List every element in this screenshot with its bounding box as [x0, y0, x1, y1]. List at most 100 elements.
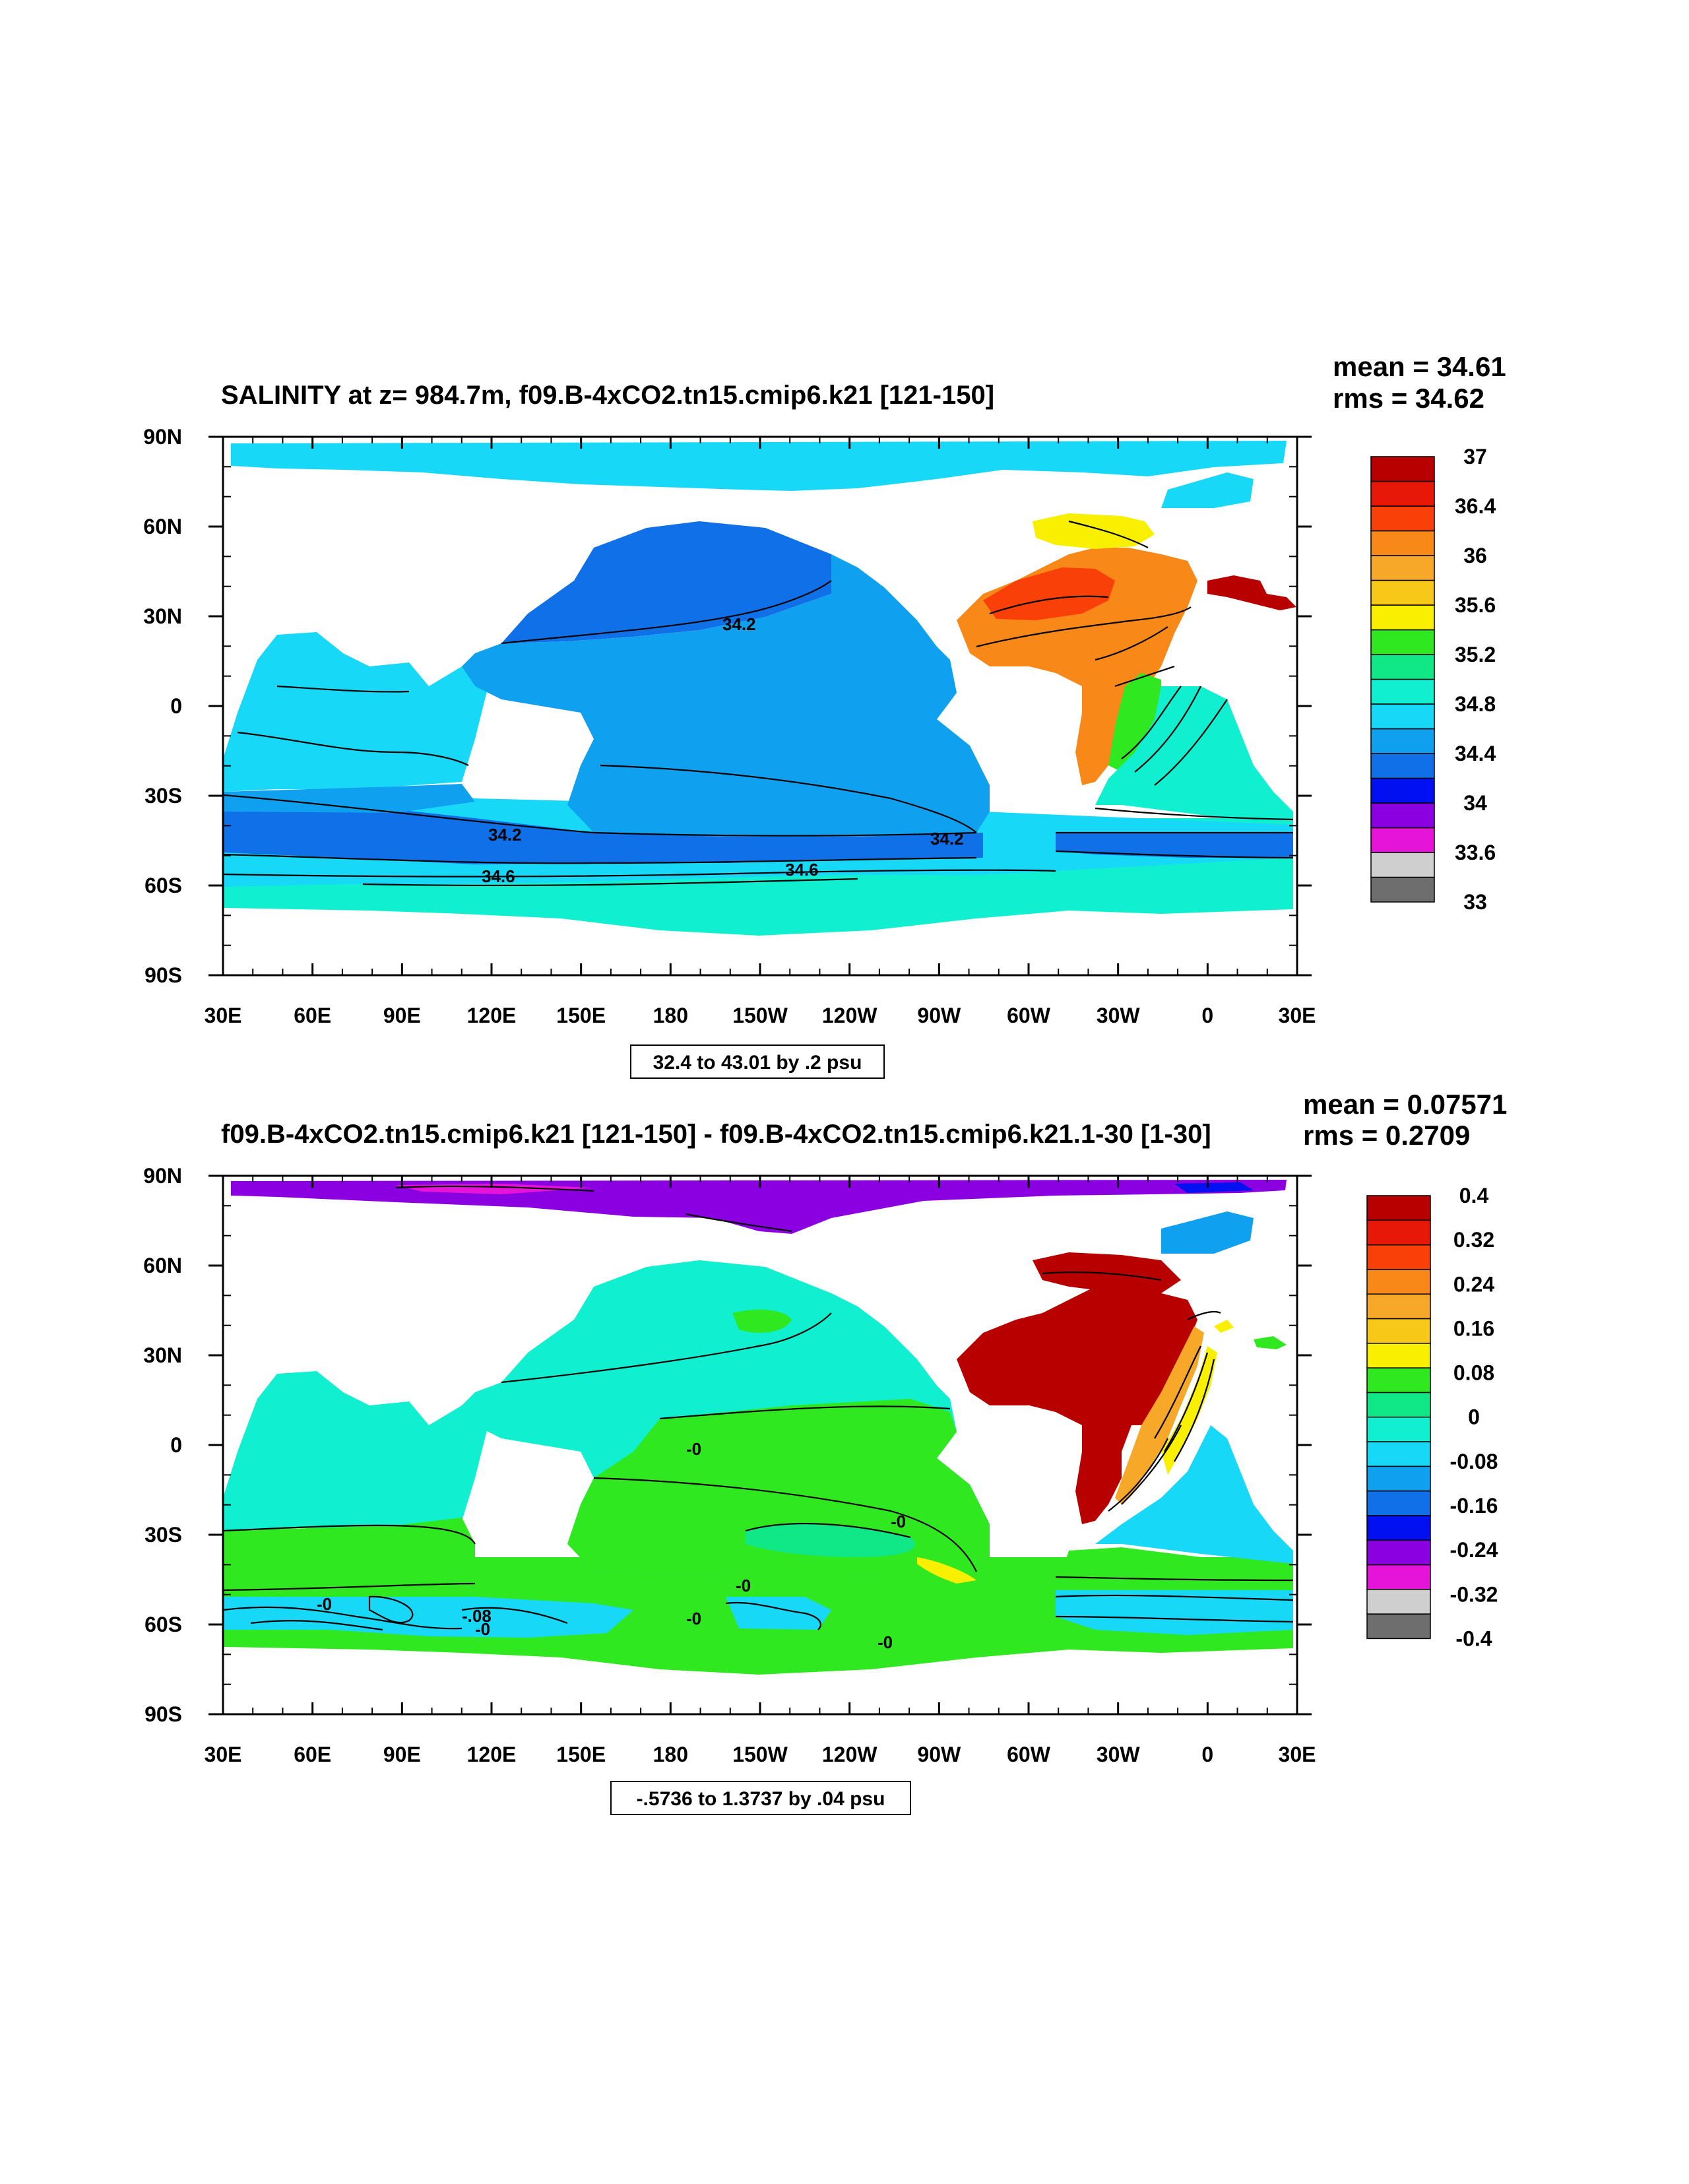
arctic-blue [1174, 1182, 1254, 1193]
colorbar-swatch [1370, 505, 1435, 532]
labrador-yellow [1033, 513, 1155, 549]
panel-salinity: SALINITY at z= 984.7m, f09.B-4xCO2.tn15.… [143, 351, 1506, 1079]
contour-label: -0 [736, 1576, 751, 1595]
indian-ocean [223, 1371, 488, 1531]
colorbar-label: 33.6 [1455, 841, 1496, 864]
colorbar-label: 0.08 [1453, 1361, 1494, 1385]
y-tick-label: 60N [143, 515, 182, 538]
colorbar-swatch [1370, 579, 1435, 606]
y-tick-label: 60S [144, 874, 182, 897]
contour-label: 34.6 [482, 866, 515, 886]
colorbar-label: 34 [1463, 791, 1487, 815]
x-tick-label: 60E [294, 1004, 331, 1027]
colorbar-label: 34.4 [1455, 742, 1496, 765]
y-tick-label: 90N [143, 425, 182, 449]
colorbar-label: 36.4 [1455, 494, 1496, 518]
stat-rms: rms = 0.2709 [1303, 1120, 1470, 1151]
colorbar-swatch [1370, 530, 1435, 556]
x-tick-label: 180 [653, 1743, 688, 1766]
range-box [610, 1781, 911, 1815]
contours [222, 520, 1294, 887]
med-green [1254, 1336, 1287, 1349]
colorbar-swatch [1366, 1343, 1431, 1368]
colorbar-label: 35.6 [1455, 593, 1496, 617]
x-tick-label: 0 [1201, 1004, 1213, 1027]
colorbar: 33 33.6 34 34.4 34.8 35.2 35.6 36 36.4 37 [1370, 445, 1496, 914]
colorbar-label: 36 [1463, 544, 1487, 567]
x-tick-label: 120W [822, 1004, 877, 1027]
x-tick-label: 30W [1097, 1004, 1141, 1027]
panel-difference: f09.B-4xCO2.tn15.cmip6.k21 [121-150] - f… [143, 1089, 1507, 1815]
colorbar-swatch [1370, 604, 1435, 631]
colorbar-swatch [1370, 827, 1435, 853]
colorbar-swatch [1366, 1441, 1431, 1467]
colorbar-label: -0.4 [1455, 1626, 1492, 1650]
y-tick-label: 60S [144, 1613, 182, 1636]
colorbar-label: 35.2 [1455, 643, 1496, 666]
axes: 30E 60E 90E 120E 150E 180 150W 120W 90W 60W 30W 0 30… [143, 425, 1316, 1027]
contours [222, 1185, 1294, 1631]
south-atlantic [1095, 1425, 1293, 1564]
colorbar-swatch [1370, 876, 1435, 903]
atlantic-gradient-band [1115, 1326, 1204, 1504]
contour-label: 34.6 [785, 860, 819, 880]
contour-label: -0 [686, 1439, 701, 1459]
arctic-band [231, 441, 1287, 491]
colorbar-swatch [1366, 1416, 1431, 1442]
colorbar-swatch [1366, 1392, 1431, 1418]
colorbar-swatch [1366, 1613, 1431, 1640]
x-tick-label: 0 [1201, 1743, 1213, 1766]
colorbar-swatch [1370, 678, 1435, 705]
colorbar-label: 0 [1468, 1405, 1480, 1429]
southern-ocean-cyan [223, 1597, 633, 1638]
contour-label: -0 [475, 1619, 490, 1639]
contour-label: 34.2 [488, 825, 522, 845]
colorbar-swatch [1370, 852, 1435, 878]
colorbar-swatch [1366, 1465, 1431, 1492]
colorbar-label: -0.08 [1450, 1450, 1498, 1473]
x-tick-label: 30E [205, 1004, 242, 1027]
contour-label: -.08 [462, 1606, 492, 1626]
contour-label: -0 [891, 1512, 906, 1531]
colorbar-swatch [1370, 480, 1435, 507]
y-tick-label: 90N [143, 1164, 182, 1188]
south-atlantic-deep-band [1056, 833, 1293, 858]
colorbar-swatch [1366, 1367, 1431, 1394]
y-tick-label: 60N [143, 1254, 182, 1277]
contour-label: 34.2 [722, 614, 756, 634]
y-tick-label: 90S [144, 963, 182, 987]
range-label: -.5736 to 1.3737 by .04 psu [637, 1788, 885, 1810]
contour-labels: 34.2 34.2 34.2 34.6 34.6 [482, 614, 964, 886]
x-tick-label: 150E [556, 1743, 606, 1766]
north-pacific-green [732, 1309, 792, 1333]
axes: 30E 60E 90E 120E 150E 180 150W 120W 90W 60W 30W 0 30… [143, 1164, 1316, 1766]
colorbar-swatch [1370, 654, 1435, 680]
colorbar-swatch [1370, 802, 1435, 829]
colorbar-swatch [1370, 555, 1435, 581]
x-tick-label: 60E [294, 1743, 331, 1766]
north-atlantic-hot [983, 567, 1115, 620]
y-tick-label: 30S [144, 784, 182, 808]
contour-label: -0 [877, 1632, 893, 1652]
colorbar-label: -0.24 [1450, 1538, 1498, 1562]
atlantic-yellow-band [1161, 1346, 1217, 1475]
x-tick-label: 150E [556, 1004, 606, 1027]
colorbar-swatch [1366, 1293, 1431, 1320]
atlantic-green-tongue [1108, 673, 1161, 772]
colorbar-label: 0.24 [1453, 1272, 1494, 1296]
x-tick-label: 150W [732, 1004, 788, 1027]
x-tick-label: 180 [653, 1004, 688, 1027]
south-atlantic [1095, 686, 1293, 825]
y-tick-label: 30N [143, 604, 182, 628]
x-tick-label: 120E [467, 1743, 517, 1766]
chart-title: SALINITY at z= 984.7m, f09.B-4xCO2.tn15.… [221, 381, 994, 410]
colorbar-swatch [1370, 629, 1435, 655]
colorbar-label: -0.16 [1450, 1494, 1498, 1518]
x-tick-label: 30E [1279, 1004, 1316, 1027]
x-tick-label: 90E [383, 1004, 421, 1027]
colorbar-swatch [1370, 456, 1435, 482]
pacific-bright-green [746, 1524, 916, 1557]
med-yellow [1214, 1320, 1234, 1333]
colorbar-swatch [1366, 1589, 1431, 1615]
range-box [630, 1044, 885, 1079]
